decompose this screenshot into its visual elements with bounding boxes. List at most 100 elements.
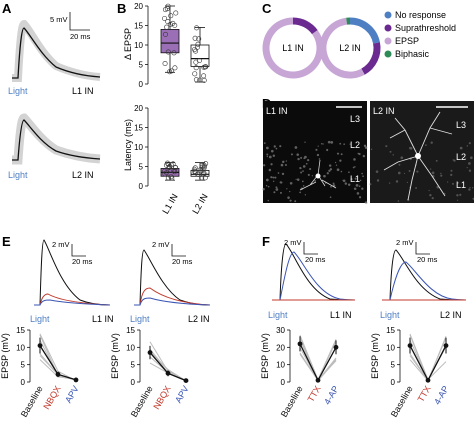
panel-b-top-ytick-label: 15	[134, 22, 143, 31]
panel-d-speckle	[329, 168, 333, 171]
panel-f-cell2-label: L2 IN	[440, 310, 462, 320]
panel-d-speckle	[464, 157, 467, 160]
panel-f-summary2-ytick-label: 0	[391, 378, 396, 387]
panel-d-speckle	[395, 180, 399, 183]
panel-d-img2-layer-l1: L1	[456, 180, 466, 190]
panel-d-img1-layer-l3: L3	[350, 114, 360, 124]
panel-d-speckle	[362, 154, 366, 158]
panel-d-speckle	[297, 157, 300, 161]
panel-d-speckle	[348, 171, 350, 174]
panel-d-speckle	[275, 188, 279, 191]
panel-b-bottom-ytick-label: 0	[139, 182, 144, 191]
panel-e-summary1-mean-point	[37, 343, 43, 348]
panel-d-speckle	[339, 159, 342, 162]
panel-b-bottom-point	[167, 164, 173, 170]
panel-e-traces-l2	[134, 244, 211, 306]
panel-d-speckle	[272, 154, 276, 157]
panel-c-donut2-segment	[349, 17, 380, 44]
panel-f-scale-x-2: 20 ms	[417, 255, 438, 264]
panel-b-bottom-point	[162, 171, 168, 177]
panel-d-speckle	[296, 178, 300, 181]
panel-d-speckle	[343, 143, 346, 146]
panel-d-speckle	[294, 200, 297, 203]
panel-a-scale-x: 20 ms	[70, 32, 91, 41]
panel-f-summary1-individual-line	[299, 339, 337, 381]
panel-a-label: A	[2, 1, 12, 16]
panel-b-bottom-ytick-label: 20	[134, 104, 143, 113]
panel-d-speckle	[409, 146, 412, 150]
panel-b-top-ytick-label: 20	[134, 2, 143, 11]
panel-a-trace-l1	[12, 19, 101, 82]
panel-d-speckle	[450, 169, 453, 172]
panel-b-bottom-point	[191, 166, 197, 172]
panel-e-label: E	[2, 234, 11, 249]
panel-d-speckle	[274, 176, 277, 179]
panel-a-trace-l2	[12, 113, 101, 165]
panel-d-img2-layer-l2: L2	[456, 152, 466, 162]
panel-d-speckle	[397, 200, 400, 202]
panel-d-speckle	[302, 185, 305, 187]
panel-d-speckle	[275, 147, 278, 150]
panel-d-speckle	[469, 187, 471, 189]
panel-d-speckle	[273, 191, 276, 194]
panel-d-speckle	[268, 155, 272, 159]
panel-d-image-l1: L1 IN L3 L2 L1	[262, 101, 368, 205]
panel-d-speckle	[389, 150, 392, 153]
panel-c-legend-entry: No response	[395, 10, 446, 20]
panel-e-summary1-mean-point	[73, 377, 79, 383]
panel-d-speckle	[344, 182, 348, 185]
panel-f-summary1-ytick-label: 30	[276, 326, 285, 335]
panel-d-speckle	[263, 142, 266, 145]
panel-e-summary2-ytick-label: 5	[131, 361, 136, 370]
panel-f-summary2-ytick-label: 15	[386, 326, 395, 335]
panel-b-bottom-point	[168, 174, 174, 180]
panel-c-label: C	[262, 1, 272, 16]
panel-d-speckle	[328, 169, 331, 172]
panel-b-top-point	[194, 25, 200, 31]
panel-d-speckle	[270, 149, 274, 153]
panel-f-summary1-ylabel: EPSP (mV)	[260, 333, 270, 379]
panel-b-top-point	[165, 3, 171, 9]
panel-d-speckle	[263, 164, 266, 167]
panel-e-summary2-mean-point	[165, 370, 171, 376]
panel-d-speckle	[364, 146, 368, 149]
panel-c-donut-l1	[262, 17, 324, 79]
panel-d-speckle	[425, 144, 427, 146]
panel-b-bottom-boxplot: 0 5 10 15 20	[134, 104, 210, 191]
panel-b-bottom-point	[165, 175, 171, 181]
panel-b-bottom-ytick-label: 5	[139, 163, 144, 172]
panel-d-speckle	[277, 172, 280, 174]
panel-b-top-point	[162, 31, 168, 37]
panel-d-speckle	[339, 142, 342, 145]
panel-d-speckle	[447, 181, 449, 183]
panel-d-speckle	[400, 156, 404, 160]
panel-d-speckle	[468, 188, 471, 191]
panel-f-light-2: Light	[380, 310, 400, 320]
panel-d-speckle	[295, 178, 297, 180]
panel-d-speckle	[468, 169, 472, 172]
panel-d-speckle	[440, 174, 443, 177]
panel-b-top-point	[197, 77, 203, 83]
panel-d-speckle	[385, 145, 388, 148]
panel-f-summary2-individual-line	[409, 339, 447, 382]
panel-b-bottom-point	[169, 175, 175, 181]
panel-d-speckle	[398, 163, 401, 166]
panel-d-speckle	[332, 182, 335, 185]
panel-d-speckle	[279, 191, 282, 194]
panel-f-traces-l2	[382, 242, 467, 301]
panel-d-img1-layer-l2: L2	[350, 140, 360, 150]
panel-d-speckle	[364, 201, 368, 205]
panel-d-speckle	[450, 173, 453, 177]
panel-b-top-point	[201, 73, 207, 79]
panel-e-summary2-mean-point	[183, 378, 189, 384]
panel-d-speckle	[416, 170, 419, 173]
panel-d-speckle	[302, 165, 306, 168]
panel-b-bottom-point	[201, 170, 207, 176]
panel-d-speckle	[266, 155, 268, 158]
panel-f-summary2-individual-line	[409, 337, 447, 382]
panel-d-speckle	[340, 170, 343, 173]
panel-d-image-l2: L2 IN L3 L2 L1	[369, 101, 474, 203]
panel-d-speckle	[318, 158, 321, 160]
panel-c-legend-swatch	[384, 50, 392, 58]
